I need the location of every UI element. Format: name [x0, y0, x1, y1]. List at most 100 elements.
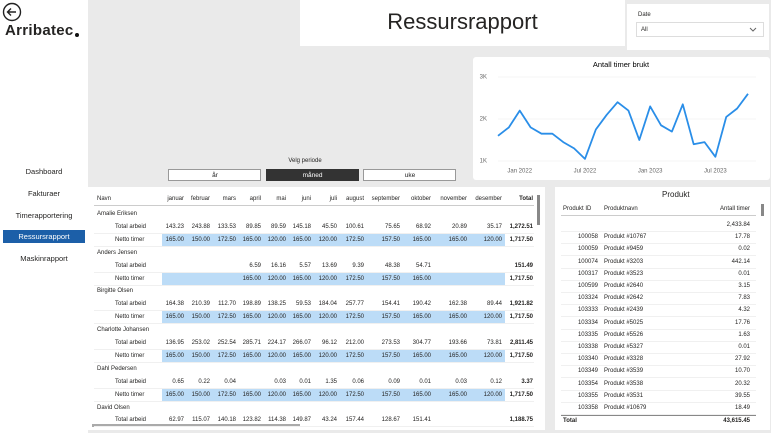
row-rule — [94, 271, 534, 273]
row-total: 1,717.50 — [509, 314, 533, 321]
column-header: mars — [222, 196, 236, 202]
cell: 165.00 — [412, 275, 431, 282]
total-rule — [561, 415, 756, 416]
scrollbar[interactable] — [537, 195, 540, 225]
cell: 45.50 — [321, 223, 337, 230]
cell: 89.85 — [245, 223, 261, 230]
period-button[interactable]: uke — [363, 169, 456, 181]
group-name: Amalie Eriksen — [97, 211, 138, 217]
scrollbar[interactable] — [761, 204, 764, 216]
row-rule — [94, 310, 534, 312]
cell: Produkt #3539 — [604, 368, 644, 375]
cell: Produkt #5025 — [604, 319, 644, 326]
x-tick-label: Jul 2022 — [574, 169, 597, 175]
cell: 2,433.84 — [726, 222, 750, 228]
cell: Produkt #3328 — [604, 356, 644, 363]
group-name: Charlotte Johansen — [97, 327, 150, 334]
row-rule — [561, 377, 756, 379]
cell: 145.18 — [292, 223, 311, 230]
row-rule — [94, 400, 534, 402]
cell: 0.65 — [172, 378, 184, 385]
cell: 115.07 — [192, 417, 210, 424]
cell: 13.69 — [321, 262, 337, 269]
column-header: juli — [329, 196, 337, 202]
cell: 165.00 — [165, 236, 184, 243]
matrix-panel: Navn januar februar mars april mai juni juli aug… — [88, 187, 545, 430]
cell: 266.07 — [292, 340, 311, 346]
cell: 5.57 — [299, 262, 311, 269]
cell: 172.50 — [217, 352, 236, 359]
cell: 252.54 — [217, 340, 236, 346]
cell: 100074 — [577, 258, 598, 265]
cell: 150.00 — [191, 236, 210, 243]
cell: 165.00 — [165, 391, 184, 398]
row-label: Total arbeid — [115, 378, 147, 385]
row-label: Total arbeid — [115, 340, 147, 346]
nav-item[interactable]: Dashboard — [3, 165, 85, 178]
cell: 100059 — [577, 246, 598, 253]
cell: 103334 — [577, 319, 598, 326]
nav-item[interactable]: Timerapportering — [3, 209, 85, 222]
cell: 165.00 — [242, 275, 261, 282]
cell: 304.77 — [412, 340, 431, 346]
row-rule — [561, 401, 756, 403]
cell: 165.00 — [412, 314, 431, 321]
cell: 120.00 — [267, 236, 286, 243]
cell: 285.71 — [242, 340, 261, 346]
dropdown[interactable]: All — [636, 22, 764, 37]
cell: 48.38 — [384, 262, 400, 269]
nav-item[interactable]: Fakturaer — [3, 187, 85, 200]
dropdown-value: All — [641, 27, 648, 33]
nav-item[interactable]: Maskinrapport — [3, 252, 85, 265]
cell: Produkt #2642 — [604, 295, 644, 302]
cell: 136.95 — [165, 340, 184, 346]
cell: 184.04 — [318, 301, 337, 308]
cell: 128.67 — [381, 417, 400, 424]
period-button[interactable]: år — [168, 169, 261, 181]
row-rule — [561, 389, 756, 391]
cell: 103354 — [577, 380, 598, 387]
column-header: Navn — [97, 196, 112, 202]
cell: 100.61 — [345, 223, 364, 230]
nav-item[interactable]: Ressursrapport — [3, 230, 85, 244]
cell: 165.00 — [448, 314, 467, 321]
period-selector: Velg periode år måned uke — [160, 152, 465, 184]
row-rule — [561, 340, 756, 342]
cell: 149.87 — [292, 417, 311, 424]
cell: 165.00 — [242, 314, 261, 321]
cell: 157.50 — [381, 352, 400, 359]
cell: 165.00 — [412, 236, 431, 243]
cell: 172.50 — [345, 275, 364, 282]
row-total: 151.49 — [514, 262, 533, 269]
cell: 157.50 — [381, 236, 400, 243]
row-label: Total arbeid — [115, 417, 147, 424]
row-rule — [561, 316, 756, 318]
total-label: Total — [563, 418, 577, 424]
back-icon[interactable] — [1, 1, 23, 23]
cell: 103358 — [577, 405, 598, 411]
period-option: uke — [404, 171, 416, 179]
cell: Produkt #10679 — [604, 405, 647, 411]
column-header: september — [371, 196, 400, 202]
cell: Produkt #10767 — [604, 234, 647, 241]
cell: 162.38 — [448, 301, 467, 308]
header-rule — [94, 205, 534, 206]
logo: Arribatec — [5, 22, 74, 39]
cell: 0.04 — [224, 378, 236, 385]
row-label: Total arbeid — [115, 262, 147, 269]
cell: 16.16 — [270, 262, 286, 269]
cell: 54.71 — [415, 262, 431, 269]
period-button[interactable]: måned — [265, 169, 359, 181]
scrollbar[interactable] — [92, 424, 300, 427]
period-label: Velg periode — [288, 158, 322, 164]
cell: 0.03 — [455, 378, 467, 385]
column-header: mai — [276, 196, 286, 202]
cell: 0.09 — [388, 378, 400, 385]
row-rule — [561, 328, 756, 330]
cell: 165.00 — [292, 314, 311, 321]
cell: 157.44 — [345, 417, 364, 424]
cell: 172.50 — [217, 391, 236, 398]
cell: 0.12 — [490, 378, 502, 385]
cell: 165.00 — [448, 236, 467, 243]
cell: 20.32 — [734, 380, 750, 387]
